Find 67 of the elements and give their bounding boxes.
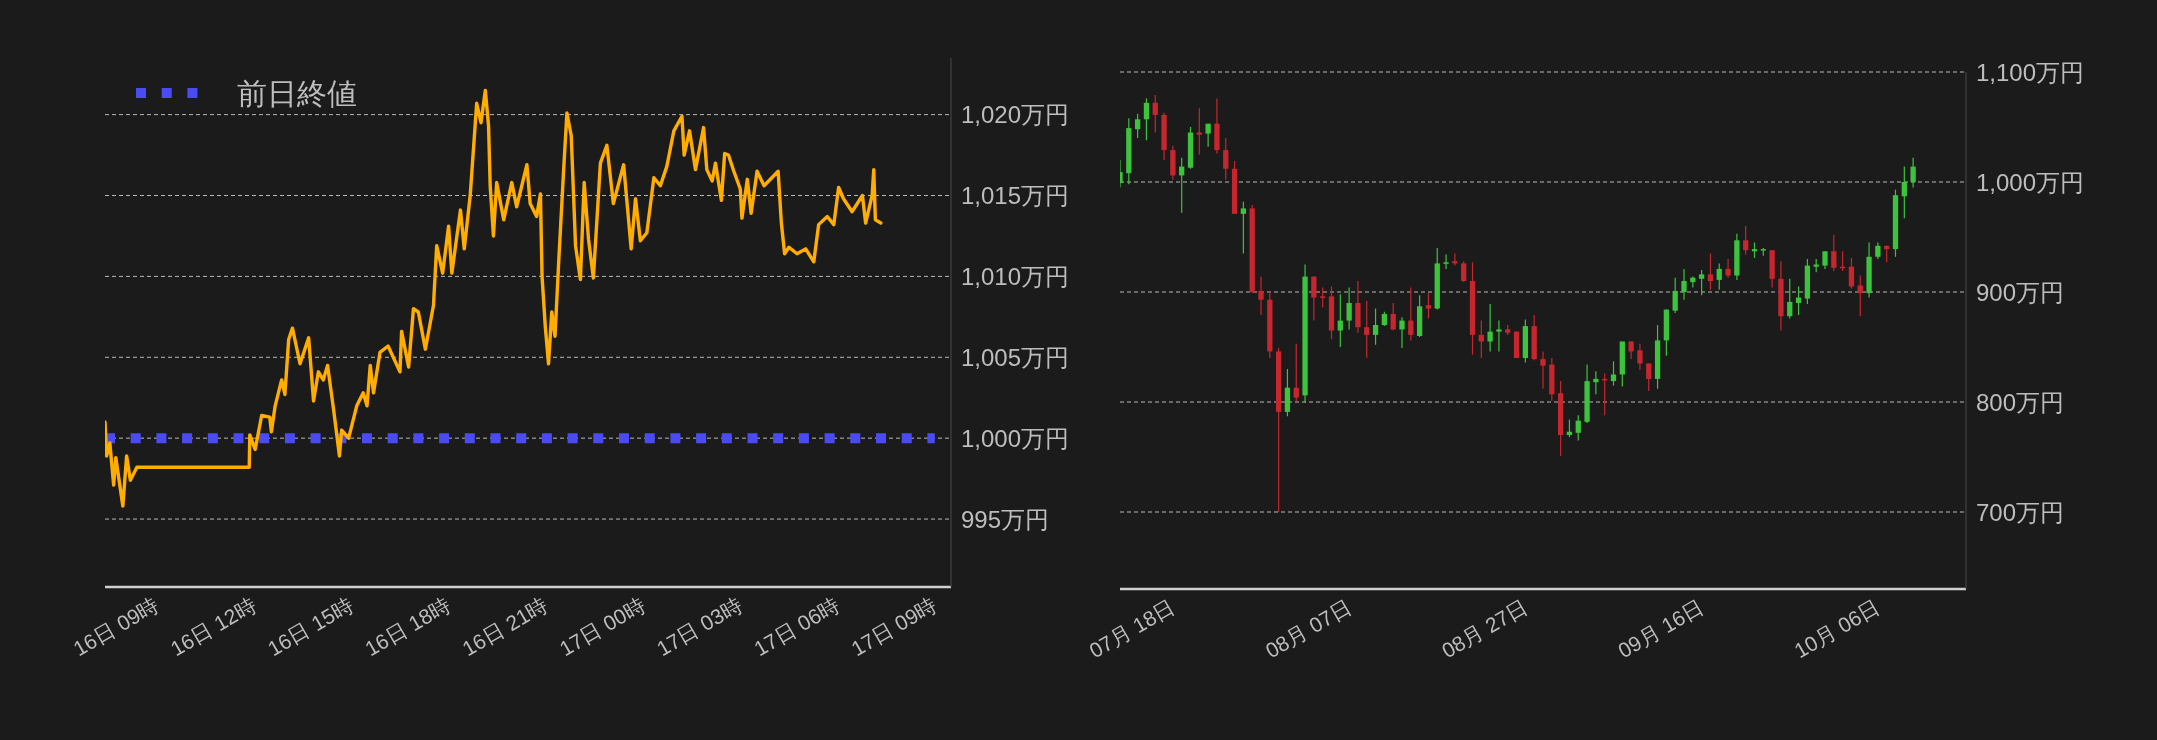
candlestick — [1575, 414, 1581, 442]
candlestick — [1831, 234, 1837, 272]
y-tick-label: 1,100万円 — [1976, 58, 2085, 86]
x-tick-label: 16日 12時 — [166, 593, 260, 661]
candlestick — [1320, 287, 1326, 308]
candlestick — [1716, 262, 1722, 291]
candlestick — [1707, 252, 1714, 291]
x-tick-label: 09月 16日 — [1613, 595, 1708, 663]
candlestick — [1787, 278, 1793, 319]
x-tick-label: 08月 27日 — [1437, 595, 1532, 663]
candlestick — [1593, 370, 1599, 395]
y-tick-label: 1,000万円 — [1976, 168, 2085, 196]
x-tick-label: 17日 06時 — [749, 593, 844, 661]
candlestick — [1637, 343, 1643, 371]
candlestick — [1337, 293, 1343, 348]
candlestick — [1646, 362, 1652, 392]
candlestick — [1540, 350, 1546, 390]
y-tick-label: 1,005万円 — [961, 343, 1070, 371]
candlestick — [1848, 257, 1855, 290]
candlestick — [1496, 320, 1502, 352]
y-tick-label: 700万円 — [1976, 498, 2065, 526]
candlestick — [1258, 276, 1264, 316]
y-tick-label: 1,010万円 — [961, 262, 1070, 290]
candlestick — [1143, 97, 1150, 141]
candlestick — [1346, 287, 1352, 330]
y-tick-label: 800万円 — [1976, 388, 2065, 416]
x-tick-label: 08月 07日 — [1261, 595, 1355, 663]
candlestick — [1487, 303, 1493, 352]
candlestick — [1681, 268, 1687, 301]
candlestick — [1372, 307, 1379, 346]
x-tick-label: 16日 21時 — [458, 593, 552, 661]
y-tick-label: 995万円 — [961, 505, 1050, 533]
candlestick — [1134, 113, 1141, 139]
candlestick — [1390, 302, 1396, 332]
candlestick — [1461, 260, 1467, 283]
legend-label: 前日終値 — [237, 76, 357, 110]
candlestick — [1478, 320, 1484, 359]
candlestick — [1901, 166, 1907, 219]
candlestick — [1311, 276, 1317, 322]
x-tick-label: 17日 09時 — [847, 593, 941, 661]
x-tick-label: 16日 18時 — [360, 593, 455, 661]
y-tick-label: 1,000万円 — [961, 424, 1070, 452]
candlestick — [1743, 225, 1749, 256]
y-tick-label: 1,020万円 — [961, 101, 1070, 129]
candlestick — [1443, 254, 1449, 270]
candlestick — [1364, 300, 1370, 359]
candlestick — [1698, 269, 1705, 296]
candlestick — [1408, 287, 1414, 341]
candlestick — [1452, 252, 1458, 267]
x-tick-label: 16日 09時 — [69, 593, 163, 661]
y-tick-label: 1,015万円 — [961, 182, 1070, 210]
x-tick-label: 10月 06日 — [1790, 595, 1884, 663]
candlestick — [1857, 274, 1863, 317]
x-tick-label: 17日 00時 — [555, 593, 649, 661]
candlestick — [1223, 137, 1229, 181]
candlestick — [1425, 292, 1432, 319]
x-tick-label: 16日 15時 — [263, 593, 358, 661]
candlestick — [1240, 201, 1247, 255]
candlestick — [1399, 316, 1405, 349]
candlestick — [1293, 343, 1299, 402]
candlestick — [1152, 94, 1158, 134]
candlestick — [1910, 157, 1916, 189]
y-tick-label: 900万円 — [1976, 278, 2065, 306]
candlestick — [1672, 277, 1678, 314]
x-tick-label: 07月 18日 — [1085, 595, 1179, 663]
candlestick — [1725, 258, 1731, 279]
x-tick-label: 17日 03時 — [652, 593, 747, 661]
